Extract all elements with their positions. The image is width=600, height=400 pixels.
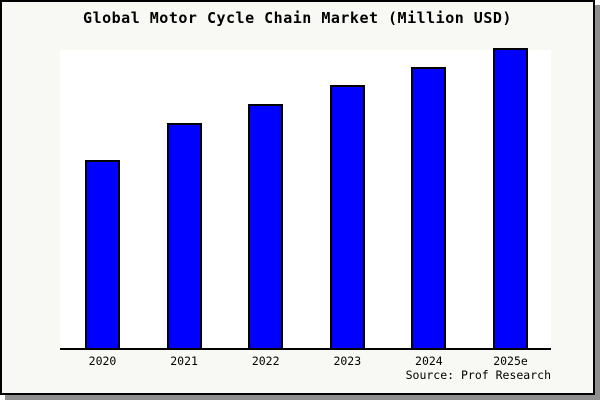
bar-2025e xyxy=(493,48,528,348)
bar-2024 xyxy=(411,67,447,348)
x-tick-label-2021: 2021 xyxy=(170,354,198,368)
bar-2021 xyxy=(166,123,202,348)
x-tick-label-2024: 2024 xyxy=(415,354,443,368)
bar-2022 xyxy=(248,104,284,348)
chart-title: Global Motor Cycle Chain Market (Million… xyxy=(83,9,512,27)
chart-frame: Global Motor Cycle Chain Market (Million… xyxy=(0,0,595,395)
x-tick-label-2020: 2020 xyxy=(88,354,117,368)
x-tick-label-2025e: 2025e xyxy=(493,354,528,368)
plot-area xyxy=(60,48,551,350)
bar-2023 xyxy=(329,85,365,348)
source-note: Source: Prof Research xyxy=(405,368,551,382)
x-axis: 2020 2021 2022 2023 2024 2025e xyxy=(60,354,551,370)
bar-2020 xyxy=(85,160,120,348)
x-tick-label-2023: 2023 xyxy=(333,354,362,368)
x-tick-label-2022: 2022 xyxy=(251,354,280,368)
